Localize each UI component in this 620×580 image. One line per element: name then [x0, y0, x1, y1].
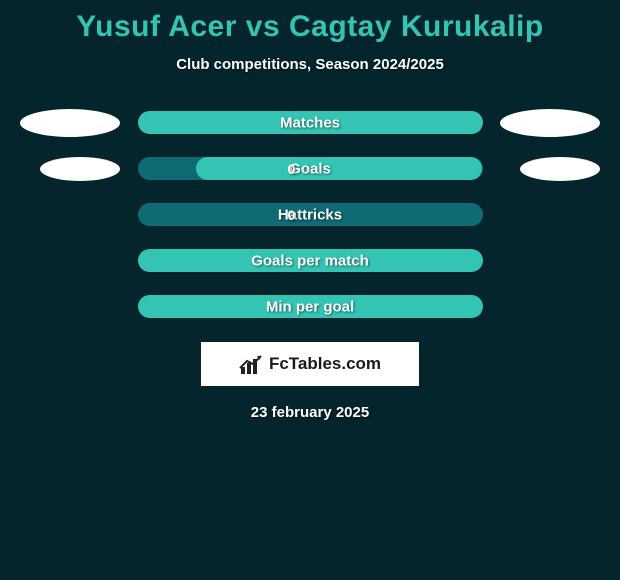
- subtitle: Club competitions, Season 2024/2025: [0, 56, 620, 73]
- stat-row: Goals01: [10, 157, 610, 180]
- vs-separator: vs: [237, 10, 289, 43]
- stat-row: Matches21: [10, 111, 610, 134]
- stat-row: Hattricks00: [10, 203, 610, 226]
- stat-row: Min per goal2155: [10, 295, 610, 318]
- page-title: Yusuf Acer vs Cagtay Kurukalip: [0, 0, 620, 44]
- chart-icon: [239, 354, 263, 374]
- logo-text: FcTables.com: [269, 354, 381, 374]
- stat-row: Goals per match0.05: [10, 249, 610, 272]
- player-marker-left: [40, 157, 120, 181]
- stat-bar: Goals per match0.05: [138, 249, 483, 272]
- stat-bar: Goals01: [138, 157, 483, 180]
- stat-label: Goals per match: [251, 252, 369, 269]
- stat-value-left: 0: [288, 161, 296, 177]
- stat-bar: Matches21: [138, 111, 483, 134]
- player-marker-right: [500, 109, 600, 137]
- player1-name: Yusuf Acer: [76, 10, 237, 43]
- player-marker-left: [20, 109, 120, 137]
- stats-container: Matches21 Goals01 Hattricks00 Goals per mat…: [0, 111, 620, 318]
- stat-label: Matches: [280, 114, 340, 131]
- date-text: 23 february 2025: [0, 404, 620, 421]
- stat-bar: Min per goal2155: [138, 295, 483, 318]
- logo-box[interactable]: FcTables.com: [201, 342, 419, 386]
- stat-bar-fill: [196, 157, 482, 180]
- stat-label: Min per goal: [266, 298, 354, 315]
- stat-value-left: 0: [288, 207, 296, 223]
- player2-name: Cagtay Kurukalip: [289, 10, 544, 43]
- player-marker-right: [520, 157, 600, 181]
- stat-bar: Hattricks00: [138, 203, 483, 226]
- comparison-card: Yusuf Acer vs Cagtay Kurukalip Club comp…: [0, 0, 620, 580]
